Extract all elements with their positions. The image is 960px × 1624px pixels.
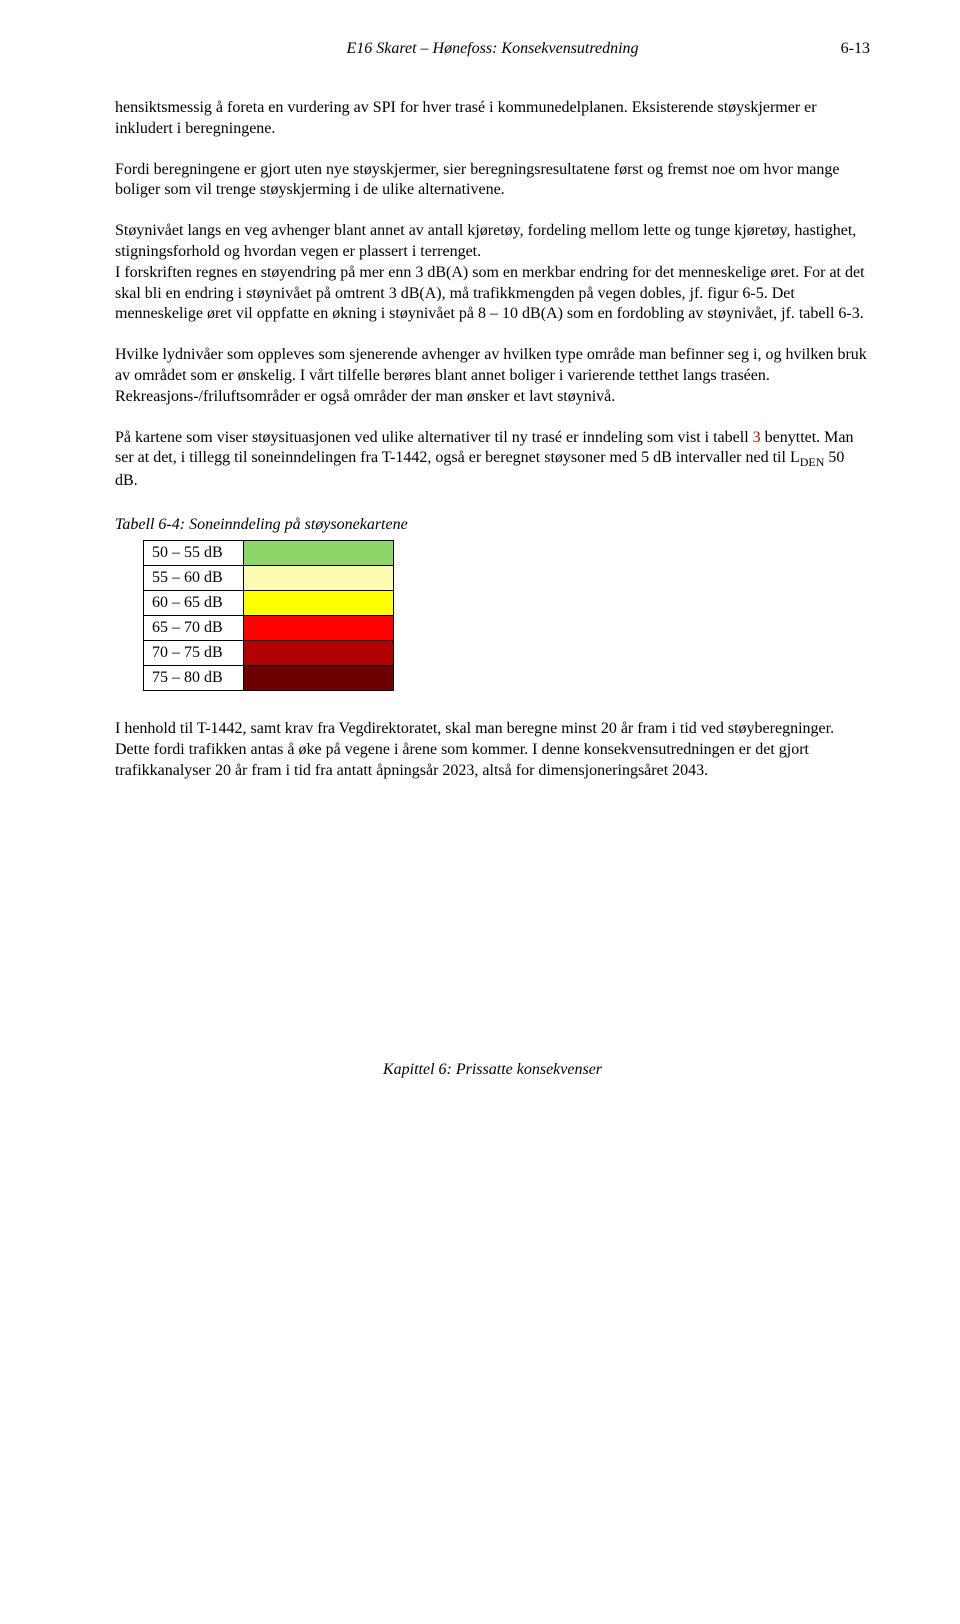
zone-color <box>244 665 394 690</box>
table-row: 55 – 60 dB <box>144 565 394 590</box>
p6-subscript: DEN <box>800 456 825 470</box>
zone-color <box>244 640 394 665</box>
paragraph-4: I forskriften regnes en støyendring på m… <box>115 263 870 325</box>
zone-label: 65 – 70 dB <box>144 615 244 640</box>
table-caption: Tabell 6-4: Soneinndeling på støysonekar… <box>115 516 870 534</box>
zone-label: 50 – 55 dB <box>144 540 244 565</box>
paragraph-5: Hvilke lydnivåer som oppleves som sjener… <box>115 345 870 407</box>
paragraph-7: I henhold til T-1442, samt krav fra Vegd… <box>115 719 870 781</box>
zone-color <box>244 540 394 565</box>
paragraph-1: hensiktsmessig å foreta en vurdering av … <box>115 98 870 140</box>
paragraph-3: Støynivået langs en veg avhenger blant a… <box>115 221 870 263</box>
zone-label: 70 – 75 dB <box>144 640 244 665</box>
zone-color <box>244 590 394 615</box>
table-row: 60 – 65 dB <box>144 590 394 615</box>
p6-red-number: 3 <box>753 429 761 446</box>
zone-color <box>244 615 394 640</box>
table-row: 50 – 55 dB <box>144 540 394 565</box>
zone-table: 50 – 55 dB 55 – 60 dB 60 – 65 dB 65 – 70… <box>143 540 394 691</box>
zone-label: 60 – 65 dB <box>144 590 244 615</box>
page-container: E16 Skaret – Hønefoss: Konsekvensutredni… <box>0 0 960 1119</box>
paragraph-6: På kartene som viser støysituasjonen ved… <box>115 428 870 492</box>
table-row: 75 – 80 dB <box>144 665 394 690</box>
page-footer: Kapittel 6: Prissatte konsekvenser <box>115 1061 870 1079</box>
zone-label: 75 – 80 dB <box>144 665 244 690</box>
page-number: 6-13 <box>841 40 870 58</box>
zone-label: 55 – 60 dB <box>144 565 244 590</box>
table-row: 65 – 70 dB <box>144 615 394 640</box>
zone-color <box>244 565 394 590</box>
header-title: E16 Skaret – Hønefoss: Konsekvensutredni… <box>346 40 638 57</box>
paragraph-2: Fordi beregningene er gjort uten nye stø… <box>115 160 870 202</box>
table-row: 70 – 75 dB <box>144 640 394 665</box>
p6-part-a: På kartene som viser støysituasjonen ved… <box>115 429 753 446</box>
page-header: E16 Skaret – Hønefoss: Konsekvensutredni… <box>115 40 870 58</box>
